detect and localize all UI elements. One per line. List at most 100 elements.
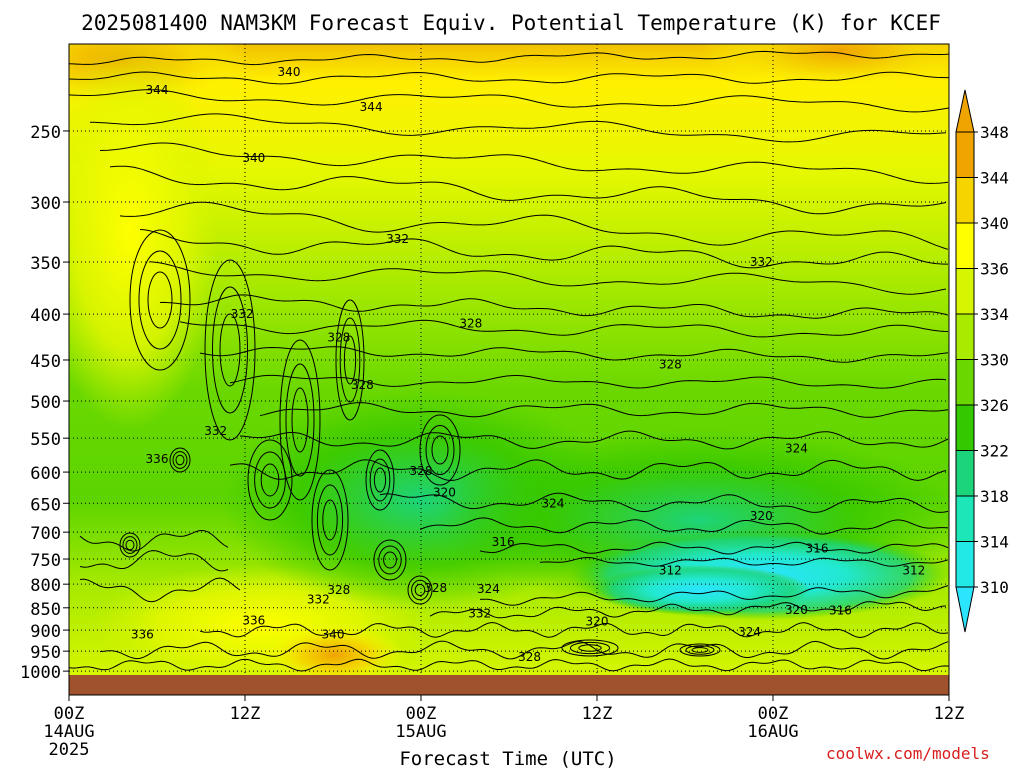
contour-label-text: 324	[477, 582, 500, 596]
contour-line	[179, 319, 949, 338]
contour-label-text: 332	[750, 255, 773, 269]
contour-label: 336	[131, 627, 154, 641]
contour-label: 340	[278, 65, 301, 79]
y-tick-label: 300	[30, 194, 61, 214]
colorbar-label: 334	[980, 305, 1009, 324]
contour-cell	[247, 439, 293, 521]
contour-cell	[365, 449, 395, 511]
colorbar-swatch	[955, 313, 975, 360]
plot-frame	[68, 43, 950, 696]
contour-label: 320	[433, 485, 456, 499]
contour-label-text: 332	[204, 424, 227, 438]
contour-label: 336	[242, 613, 265, 627]
contour-line	[479, 541, 949, 555]
contour-line	[429, 601, 947, 619]
contour-cell	[138, 250, 182, 350]
x-tick-date: 15AUG	[395, 722, 446, 742]
contour-cell	[425, 425, 455, 475]
contour-line	[79, 577, 241, 603]
contour-label-text: 328	[410, 464, 433, 478]
contour-line	[69, 50, 949, 66]
contour-label: 332	[231, 307, 254, 321]
contour-cell	[691, 647, 709, 653]
contour-cell	[685, 645, 715, 655]
contour-line	[229, 459, 947, 482]
y-tick-label: 950	[30, 643, 61, 663]
contour-label-text: 328	[351, 378, 374, 392]
contour-label: 340	[242, 151, 265, 165]
field-warm-top-right	[700, 44, 949, 90]
colorbar-swatch	[955, 541, 975, 588]
contour-cell	[339, 317, 361, 403]
colorbar-swatch	[955, 268, 975, 315]
contour-label: 324	[542, 496, 565, 510]
colorbar-label: 340	[980, 214, 1009, 233]
contour-label-text: 332	[307, 592, 330, 606]
contour-label: 316	[829, 604, 852, 618]
contour-label: 324	[785, 442, 808, 456]
contour-cell	[169, 447, 191, 473]
y-axis: 2503003504004505005506006507007508008509…	[20, 123, 69, 683]
contour-cell	[578, 644, 602, 652]
chart-title: 2025081400 NAM3KM Forecast Equiv. Potent…	[81, 11, 941, 35]
contour-cell	[147, 271, 173, 329]
contour-cell	[254, 451, 286, 509]
contour-label-text: 328	[327, 583, 350, 597]
contour-label-text: 320	[586, 614, 609, 628]
contour-label: 332	[468, 606, 491, 620]
contour-line	[199, 621, 949, 639]
contour-line	[99, 640, 949, 660]
colorbar-bottom-arrow	[955, 586, 975, 633]
contour-label: 332	[307, 592, 330, 606]
contour-label: 316	[806, 541, 829, 555]
colorbar-swatch	[955, 450, 975, 497]
contour-label: 320	[586, 614, 609, 628]
y-tick-label: 250	[30, 123, 61, 143]
contour-cell	[369, 458, 391, 502]
contour-label-text: 320	[785, 603, 808, 617]
contour-cell	[316, 484, 344, 556]
contour-label-text: 332	[386, 232, 409, 246]
contour-cell	[311, 469, 349, 571]
x-tick-label: 00Z	[758, 704, 789, 724]
x-tick-label: 00Z	[54, 704, 85, 724]
contour-label-text: 336	[131, 627, 154, 641]
y-tick-label: 450	[30, 352, 61, 372]
contour-label: 336	[146, 452, 169, 466]
contour-cell	[175, 454, 185, 466]
contour-cell	[373, 467, 387, 493]
contour-lines	[69, 50, 949, 672]
contour-line	[159, 294, 949, 319]
contour-label: 316	[492, 535, 515, 549]
field-cool-core-2	[590, 565, 810, 615]
colorbar-label: 336	[980, 260, 1009, 279]
contour-line	[479, 585, 949, 606]
contour-line	[199, 346, 949, 363]
y-tick-label: 700	[30, 524, 61, 544]
x-tick-date: 16AUG	[747, 722, 798, 742]
contour-label: 328	[518, 650, 541, 664]
contour-cell	[125, 539, 135, 551]
contour-label: 312	[659, 563, 682, 577]
gridlines	[69, 44, 949, 675]
contour-label-text: 340	[278, 65, 301, 79]
contour-label-text: 332	[468, 606, 491, 620]
contour-cell	[569, 641, 611, 655]
contour-label-text: 332	[231, 307, 254, 321]
contour-line	[239, 430, 949, 450]
y-tick-label: 600	[30, 464, 61, 484]
contour-label-text: 316	[806, 541, 829, 555]
contour-cell	[414, 583, 426, 597]
y-tick-label: 1000	[20, 663, 61, 683]
colorbar-label: 330	[980, 351, 1009, 370]
contour-label: 328	[459, 317, 482, 331]
colorbar-label: 322	[980, 442, 1009, 461]
contour-label: 340	[322, 627, 345, 641]
y-tick-label: 500	[30, 393, 61, 413]
contour-cell	[122, 536, 138, 554]
contour-label: 312	[902, 563, 925, 577]
colorbar-top-arrow	[955, 89, 975, 133]
colorbar-label: 326	[980, 396, 1009, 415]
contour-label-text: 320	[433, 485, 456, 499]
